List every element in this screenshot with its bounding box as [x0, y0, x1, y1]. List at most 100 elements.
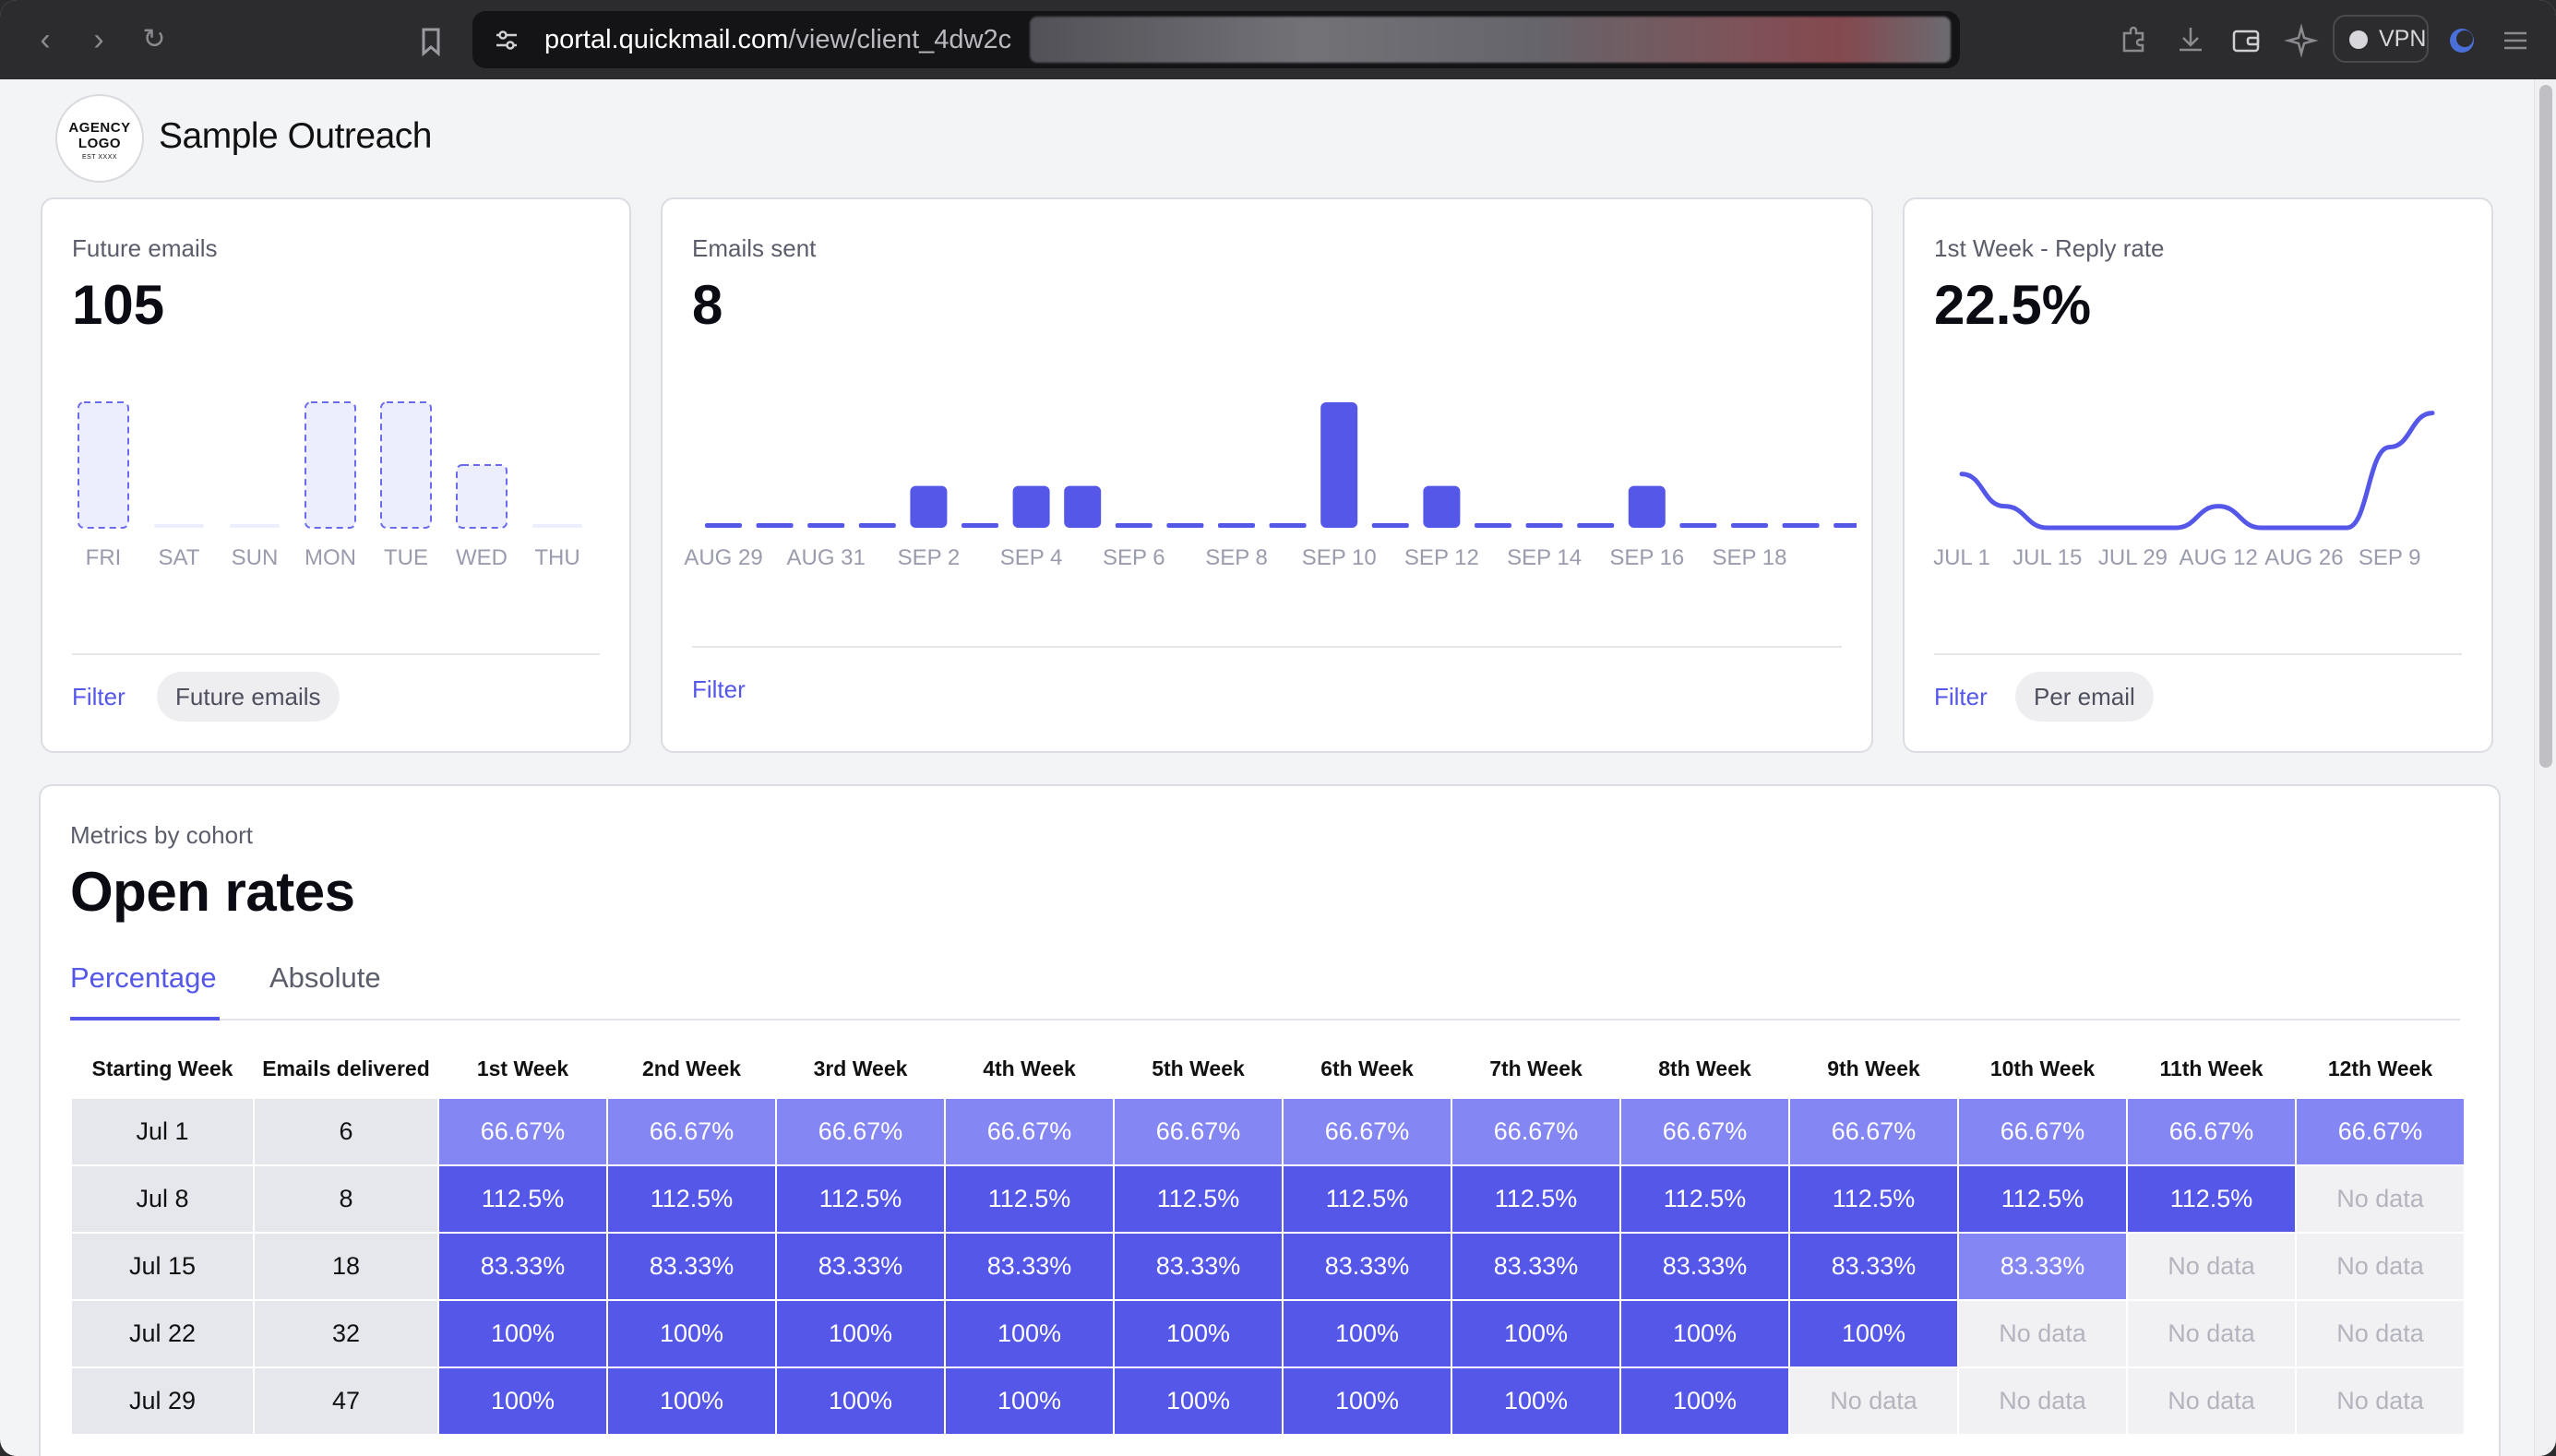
cohort-cell: 100%	[1451, 1299, 1621, 1368]
bar-sep-20[interactable]	[1833, 523, 1857, 528]
cohort-cell: 100%	[775, 1366, 946, 1436]
cohort-cell: 83.33%	[606, 1232, 777, 1301]
bar-sep-11[interactable]	[1371, 523, 1409, 528]
bar-sep-13[interactable]	[1475, 523, 1511, 528]
x-tick-label: SEP 4	[1000, 545, 1063, 570]
reply-rate-value: 22.5%	[1934, 274, 2092, 336]
menu-icon[interactable]	[2495, 20, 2536, 61]
cohort-cell: No data	[2295, 1232, 2466, 1301]
extensions-icon[interactable]	[2113, 20, 2154, 61]
tab-absolute[interactable]: Absolute	[269, 961, 381, 994]
reply-filter-link[interactable]: Filter	[1934, 683, 1988, 710]
x-tick-label: JUL 1	[1933, 545, 1990, 570]
page-title: Sample Outreach	[159, 116, 433, 156]
bar-sep-4[interactable]	[1012, 485, 1050, 528]
bar-mon[interactable]	[305, 401, 356, 529]
back-icon[interactable]: ‹	[40, 22, 51, 57]
cohort-cell: 83.33%	[1619, 1232, 1790, 1301]
bar-aug-31[interactable]	[807, 523, 845, 528]
address-bar[interactable]: portal.quickmail.com/view/client_4dw2c	[472, 11, 1960, 68]
x-tick-label: JUL 29	[2098, 545, 2168, 570]
future-filter-link[interactable]: Filter	[72, 683, 125, 710]
table-body: Jul 1 6 66.67% 66.67% 66.67% 66.67% 66.67% 66.6…	[70, 1097, 2466, 1436]
emails-delivered-cell: 32	[253, 1299, 439, 1368]
wallet-icon[interactable]	[2226, 20, 2266, 61]
cohort-cell: 112.5%	[1788, 1164, 1959, 1234]
logo-line-1: AGENCY	[68, 120, 131, 136]
emails-delivered-cell: 47	[253, 1366, 439, 1436]
bar-sep-14[interactable]	[1525, 523, 1563, 528]
x-tick-label: AUG 31	[787, 545, 866, 570]
x-tick-label: JUL 15	[2013, 545, 2082, 570]
cohort-cell: 66.67%	[606, 1097, 777, 1166]
future-emails-chip[interactable]: Future emails	[157, 672, 340, 722]
bar-sep-6[interactable]	[1115, 523, 1153, 528]
cohort-cell: 83.33%	[944, 1232, 1115, 1301]
column-header: 2nd Week	[642, 1056, 741, 1080]
x-tick-label: MON	[305, 545, 356, 570]
cohort-cell: 83.33%	[1282, 1232, 1452, 1301]
profile-icon[interactable]	[2442, 20, 2482, 61]
reload-icon[interactable]: ↻	[142, 24, 166, 54]
bar-aug-30[interactable]	[756, 523, 794, 528]
bar-sep-5[interactable]	[1064, 485, 1102, 528]
column-header: Starting Week	[91, 1056, 233, 1080]
cohort-cell: 112.5%	[2126, 1164, 2297, 1234]
column-header: Emails delivered	[262, 1056, 430, 1080]
reply-rate-card: 1st Week - Reply rate 22.5% JUL 1 JUL 15 J…	[1903, 197, 2493, 753]
future-emails-card: Future emails 105 FRI SAT SUN MON TUE WED THU …	[41, 197, 631, 753]
cohort-cell: 100%	[1282, 1299, 1452, 1368]
bar-sep-8[interactable]	[1218, 523, 1255, 528]
forward-icon[interactable]: ›	[93, 22, 104, 57]
cohort-cell: No data	[2295, 1366, 2466, 1436]
starting-week-cell: Jul 22	[70, 1299, 255, 1368]
bar-sep-17[interactable]	[1679, 523, 1717, 528]
cohort-cell: 66.67%	[1113, 1097, 1284, 1166]
bookmark-icon[interactable]	[412, 22, 450, 61]
cohort-cell: No data	[1957, 1366, 2128, 1436]
column-header: 3rd Week	[813, 1056, 908, 1080]
column-header: 5th Week	[1152, 1056, 1245, 1080]
scrollbar-thumb[interactable]	[2539, 85, 2552, 768]
bar-aug-29[interactable]	[705, 523, 742, 528]
cohort-cell: 100%	[437, 1366, 608, 1436]
x-tick-label: SEP 9	[2359, 545, 2421, 570]
page-scrollbar[interactable]	[2534, 79, 2556, 1456]
bar-thu[interactable]	[532, 524, 582, 528]
reply-rate-chart: JUL 1 JUL 15 JUL 29 AUG 12 AUG 26 SEP 9	[1933, 411, 2435, 570]
bar-sep-10[interactable]	[1320, 402, 1358, 528]
column-header: 1st Week	[476, 1056, 569, 1080]
bar-fri[interactable]	[78, 401, 129, 529]
emails-sent-card: Emails sent 8 AUG 29 AUG 31 SEP 2 SEP 4 SEP …	[661, 197, 1873, 753]
bar-sep-3[interactable]	[961, 523, 998, 528]
vpn-button[interactable]: VPN	[2333, 15, 2429, 63]
sent-filter-link[interactable]: Filter	[692, 675, 746, 703]
tab-percentage[interactable]: Percentage	[70, 961, 217, 994]
per-email-chip[interactable]: Per email	[2015, 672, 2154, 722]
redacted-url-region	[1030, 17, 1951, 63]
bar-sep-12[interactable]	[1423, 485, 1461, 528]
downloads-icon[interactable]	[2170, 20, 2211, 61]
bar-sun[interactable]	[230, 524, 280, 528]
bar-tue[interactable]	[380, 401, 432, 529]
cohort-cell: 100%	[1282, 1366, 1452, 1436]
bar-wed[interactable]	[456, 464, 508, 529]
card-divider	[72, 653, 600, 655]
bar-sat[interactable]	[154, 524, 204, 528]
bar-sep-15[interactable]	[1577, 523, 1615, 528]
bar-sep-1[interactable]	[858, 523, 896, 528]
bar-sep-18[interactable]	[1731, 523, 1768, 528]
reply-rate-label: 1st Week - Reply rate	[1934, 234, 2165, 262]
ai-sparkle-icon[interactable]	[2281, 20, 2322, 61]
bar-sep-2[interactable]	[910, 485, 948, 528]
cohort-cell: 83.33%	[1451, 1232, 1621, 1301]
url-path: /view/client_4dw2c	[788, 25, 1012, 54]
table-row: Jul 22 32 100% 100% 100% 100% 100% 100% 100% 100%…	[70, 1299, 2466, 1368]
bar-sep-9[interactable]	[1269, 523, 1307, 528]
bar-sep-7[interactable]	[1166, 523, 1204, 528]
cohort-cell: 112.5%	[437, 1164, 608, 1234]
site-settings-icon[interactable]	[493, 26, 520, 54]
bar-sep-16[interactable]	[1628, 485, 1666, 528]
reply-rate-line[interactable]	[1959, 411, 2435, 531]
bar-sep-19[interactable]	[1782, 523, 1820, 528]
